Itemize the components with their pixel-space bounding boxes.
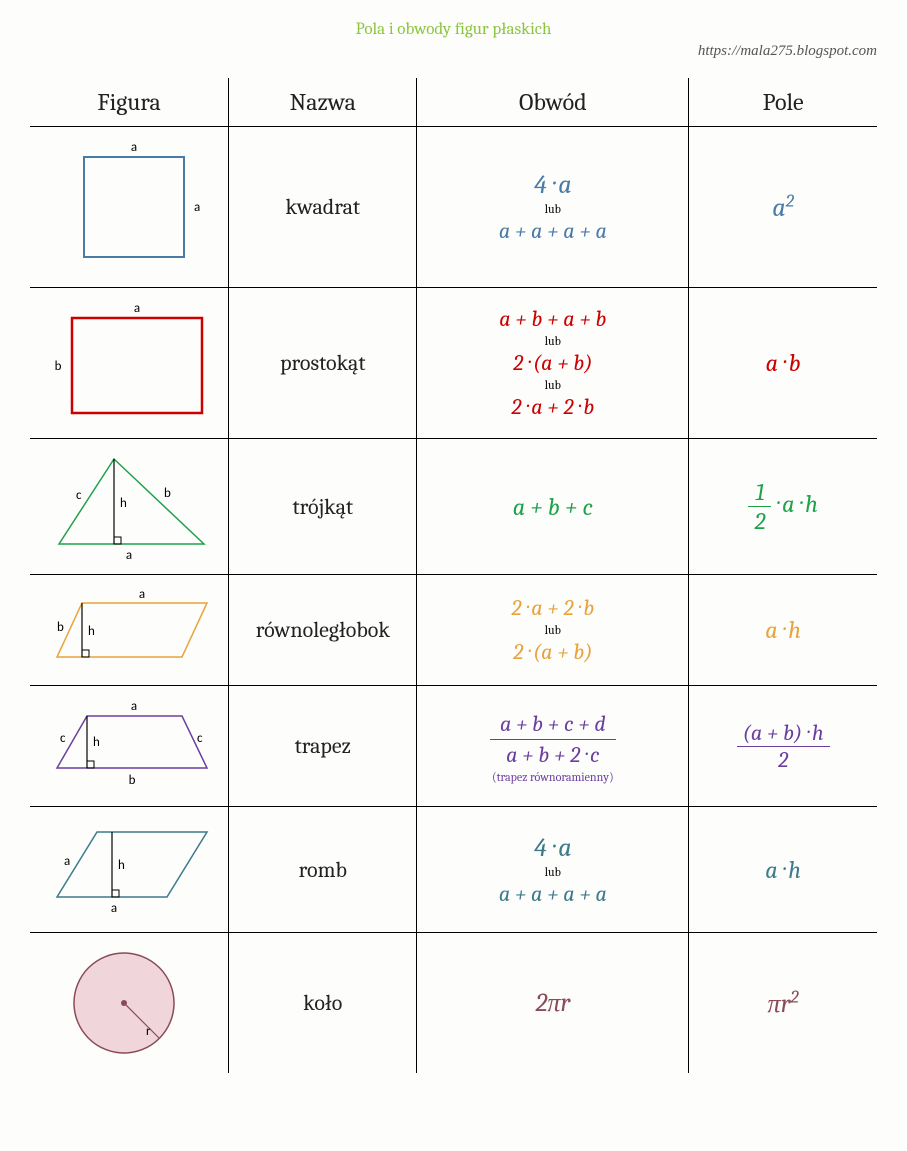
- trapezoid-name: trapez: [229, 686, 417, 807]
- svg-text:h: h: [118, 858, 125, 873]
- lub: lub: [423, 623, 682, 637]
- rect-perim-2: 2 · (a + b): [513, 350, 592, 376]
- svg-text:b: b: [164, 486, 171, 501]
- svg-text:a: a: [130, 699, 136, 714]
- circle-area: πr2: [768, 989, 799, 1019]
- parallelogram-diagram: a b h: [42, 585, 217, 675]
- circle-perim: 2πr: [535, 988, 570, 1018]
- col-figure: Figura: [30, 78, 229, 127]
- square-perim-2: a + a + a + a: [499, 218, 607, 244]
- square-perim-1: 4 · a: [534, 170, 572, 200]
- svg-text:c: c: [197, 731, 203, 746]
- rhomb-area: a · h: [765, 856, 801, 884]
- svg-text:a: a: [194, 200, 200, 215]
- rect-area: a · b: [766, 349, 801, 377]
- row-rhombus: a a h romb 4 · a lub a + a + a + a a · h: [30, 807, 877, 933]
- svg-text:b: b: [57, 620, 64, 635]
- rhomb-perim-2: a + a + a + a: [499, 881, 607, 907]
- rectangle-diagram: a b: [44, 298, 214, 428]
- col-area: Pole: [689, 78, 877, 127]
- lub: lub: [423, 202, 682, 216]
- trap-perim: a + b + c + d a + b + 2 · c: [490, 724, 616, 750]
- svg-text:a: a: [134, 301, 140, 316]
- square-name: kwadrat: [229, 127, 417, 288]
- svg-text:c: c: [76, 488, 82, 503]
- row-trapezoid: a b c c h trapez a + b + c + d a + b + 2…: [30, 686, 877, 807]
- square-area: a2: [772, 193, 794, 223]
- trapezoid-diagram: a b c c h: [42, 696, 217, 796]
- rhombus-name: romb: [229, 807, 417, 933]
- svg-text:a: a: [64, 854, 70, 869]
- rect-perim-3: 2 · a + 2 · b: [511, 394, 594, 420]
- para-perim-1: 2 · a + 2 · b: [511, 595, 594, 621]
- circle-name: koło: [229, 933, 417, 1074]
- svg-text:b: b: [128, 773, 135, 788]
- lub: lub: [423, 378, 682, 392]
- page-title: Pola i obwody figur płaskich: [30, 20, 877, 39]
- rhomb-perim-1: 4 · a: [534, 833, 572, 863]
- triangle-diagram: c b a h: [44, 449, 214, 564]
- lub: lub: [423, 865, 682, 879]
- square-diagram: a a: [54, 137, 204, 277]
- circle-diagram: r: [54, 943, 204, 1063]
- formulas-table: Figura Nazwa Obwód Pole a a kwadrat 4 · …: [30, 78, 877, 1073]
- triangle-name: trójkąt: [229, 439, 417, 575]
- svg-text:r: r: [146, 1024, 151, 1039]
- para-area: a · h: [765, 616, 801, 644]
- source-url: https://mala275.blogspot.com: [30, 43, 877, 60]
- svg-text:a: a: [138, 587, 144, 602]
- row-triangle: c b a h trójkąt a + b + c 12 · a · h: [30, 439, 877, 575]
- svg-text:c: c: [60, 731, 66, 746]
- row-rectangle: a b prostokąt a + b + a + b lub 2 · (a +…: [30, 288, 877, 439]
- svg-text:h: h: [120, 496, 127, 511]
- trap-note: (trapez równoramienny): [423, 770, 682, 784]
- svg-text:a: a: [131, 140, 137, 155]
- rectangle-name: prostokąt: [229, 288, 417, 439]
- svg-text:h: h: [93, 735, 100, 750]
- lub: lub: [423, 334, 682, 348]
- svg-text:a: a: [110, 901, 116, 916]
- row-square: a a kwadrat 4 · a lub a + a + a + a a2: [30, 127, 877, 288]
- rect-perim-1: a + b + a + b: [499, 306, 606, 332]
- row-circle: r koło 2πr πr2: [30, 933, 877, 1074]
- col-name: Nazwa: [229, 78, 417, 127]
- tri-area: 12 · a · h: [748, 490, 817, 518]
- para-perim-2: 2 · (a + b): [513, 639, 592, 665]
- svg-text:h: h: [88, 624, 95, 639]
- tri-perim: a + b + c: [513, 493, 593, 521]
- parallelogram-name: równoległobok: [229, 575, 417, 686]
- rhombus-diagram: a a h: [42, 817, 217, 922]
- svg-text:b: b: [55, 359, 62, 374]
- row-parallelogram: a b h równoległobok 2 · a + 2 · b lub 2 …: [30, 575, 877, 686]
- trap-area: (a + b) · h2: [737, 731, 830, 757]
- svg-text:a: a: [126, 548, 132, 563]
- col-perimeter: Obwód: [417, 78, 689, 127]
